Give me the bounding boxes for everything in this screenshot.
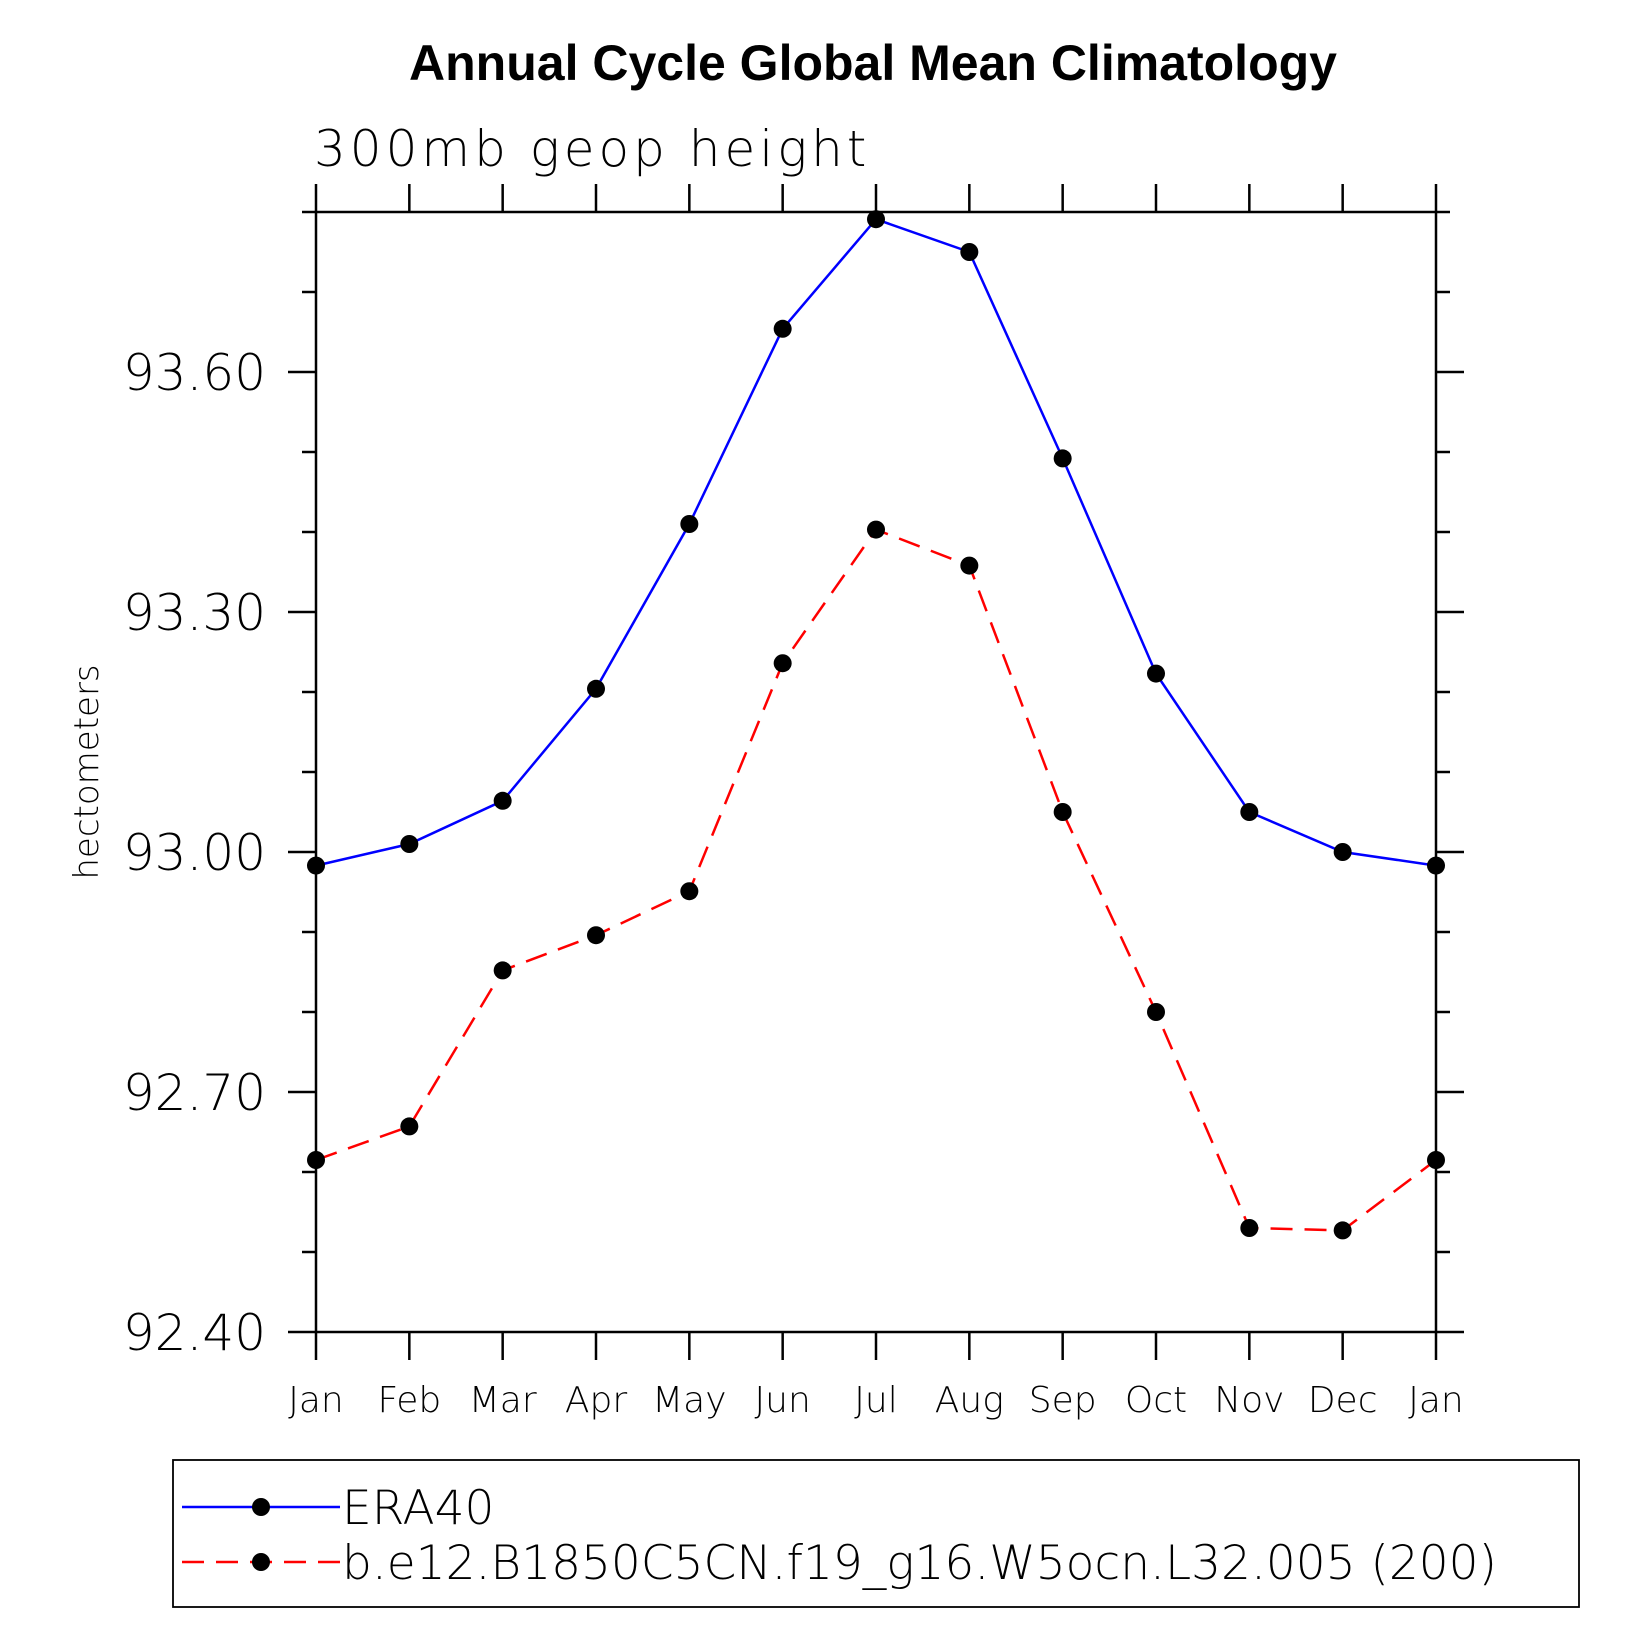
series-0-point-9 [1147,664,1165,683]
x-tick-label-2: Mar [469,1380,537,1421]
y-tick-label-2: 93.00 [123,824,266,882]
series-1-point-4 [680,882,699,901]
y-axis-ticks [288,210,1464,1334]
series-0-point-12 [1427,856,1445,875]
x-tick-label-11: Dec [1308,1380,1378,1421]
series-1-point-12 [1427,1151,1445,1169]
y-tick-label-0: 92.40 [123,1304,266,1362]
series-1-point-8 [1053,803,1072,821]
series-0-point-5 [773,319,792,338]
series-line-0 [315,217,1437,867]
series-1-point-11 [1333,1221,1352,1240]
x-tick-label-4: May [652,1380,726,1421]
chart-title: Annual Cycle Global Mean Climatology [409,35,1337,91]
series-0-point-7 [960,243,979,261]
series-1-point-1 [400,1117,419,1136]
y-tick-label-3: 93.30 [123,584,266,642]
series-1-point-9 [1147,1003,1165,1021]
y-tick-label-4: 93.60 [123,344,266,402]
x-tick-label-7: Aug [935,1380,1004,1421]
x-axis-ticks [314,184,1438,1360]
legend-label-1: b.e12.B1850C5CN.f19_g16.W5ocn.L32.005 (2… [342,1536,1497,1591]
legend-marker-0 [252,1498,270,1516]
legend-marker-1 [252,1553,270,1571]
series-0-point-4 [680,515,699,533]
x-tick-label-3: Apr [565,1380,627,1421]
series-0-point-3 [587,679,605,698]
series-0-point-10 [1240,803,1259,821]
series-1-point-2 [493,961,512,980]
series-1-point-7 [960,556,979,575]
legend: ERA40b.e12.B1850C5CN.f19_g16.W5ocn.L32.0… [182,1481,1497,1591]
x-tick-label-12: Jan [1408,1380,1464,1421]
series-0-point-8 [1053,449,1072,468]
x-tick-label-6: Jul [854,1380,897,1421]
x-axis-tick-labels: Jan Feb Mar Apr May Jun Jul Aug Sep Oct Nov Dec Jan [288,1380,1464,1421]
y-tick-label-1: 92.70 [123,1064,266,1122]
plot-frame [314,210,1438,1334]
y-axis-tick-labels: 92.40 92.70 93.00 93.30 93.60 [123,344,266,1362]
x-tick-label-1: Feb [377,1380,441,1421]
x-tick-label-10: Nov [1214,1380,1284,1421]
series-0-point-0 [307,856,325,875]
x-tick-label-9: Oct [1125,1380,1187,1421]
series-1-point-6 [867,520,885,539]
x-tick-label-0: Jan [288,1380,344,1421]
series-0-point-2 [493,791,512,810]
chart-subtitle: 300mb geop height [314,120,870,178]
series-layer [307,210,1445,1240]
series-line-1 [315,528,1437,1232]
series-1-point-3 [587,926,605,945]
legend-box [172,1459,1580,1608]
series-0-point-11 [1333,843,1352,861]
series-0-point-6 [867,210,885,229]
y-axis-label: hectometers [67,664,107,879]
legend-label-0: ERA40 [342,1481,494,1536]
series-1-point-5 [773,654,792,673]
x-tick-label-5: Jun [755,1380,811,1421]
x-tick-label-8: Sep [1029,1380,1097,1421]
series-1-point-0 [307,1151,325,1169]
series-0-point-1 [400,835,419,853]
series-1-point-10 [1240,1219,1259,1237]
